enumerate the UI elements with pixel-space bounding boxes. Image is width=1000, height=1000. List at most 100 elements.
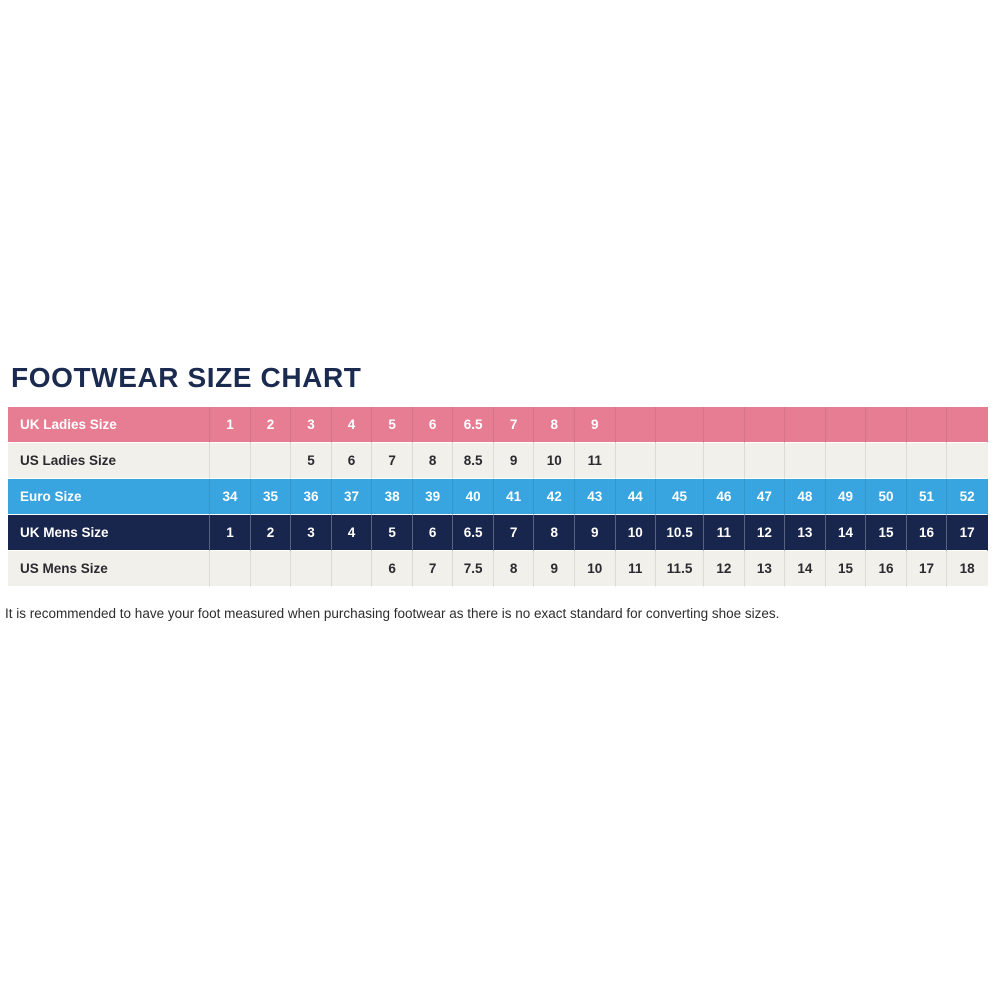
footnote-text: It is recommended to have your foot meas… [5, 606, 780, 621]
size-cell: 11 [615, 551, 657, 587]
size-cell: 6 [331, 443, 373, 479]
size-cell: 12 [744, 515, 786, 551]
size-cell: 48 [785, 479, 826, 515]
size-cell: 12 [704, 551, 745, 587]
size-cell: 42 [534, 479, 575, 515]
size-cell: 3 [291, 407, 332, 443]
size-cell: 13 [785, 515, 826, 551]
size-cell [656, 407, 705, 443]
size-cell: 8 [493, 551, 535, 587]
size-cell [866, 443, 907, 479]
row-label: UK Ladies Size [8, 407, 211, 443]
size-cell [250, 551, 292, 587]
size-cell: 7 [493, 407, 535, 443]
size-cell: 11 [704, 515, 745, 551]
size-cell: 35 [250, 479, 292, 515]
size-cell [866, 407, 907, 443]
size-cell: 14 [785, 551, 826, 587]
size-cell: 7 [372, 443, 413, 479]
size-cell: 44 [615, 479, 657, 515]
size-cell: 39 [412, 479, 454, 515]
size-cell: 47 [744, 479, 786, 515]
size-cell [615, 407, 657, 443]
size-cell: 2 [250, 407, 292, 443]
size-cell: 17 [906, 551, 948, 587]
row-label: US Mens Size [8, 551, 211, 587]
size-cell: 5 [372, 407, 413, 443]
size-cell: 6 [372, 551, 413, 587]
size-cell: 15 [825, 551, 867, 587]
size-cell: 6 [412, 515, 454, 551]
table-row: UK Ladies Size 1 2 3 4 5 6 6.5 7 8 9 [8, 407, 988, 443]
size-cell: 9 [574, 515, 616, 551]
size-cell: 1 [210, 515, 251, 551]
size-table: UK Ladies Size 1 2 3 4 5 6 6.5 7 8 9 US Ladies Size… [8, 407, 988, 587]
table-row: UK Mens Size 1 2 3 4 5 6 6.5 7 8 9 10 10.5 11 12 13 14 15… [8, 515, 988, 551]
row-label: US Ladies Size [8, 443, 211, 479]
size-cell: 16 [906, 515, 948, 551]
row-label: Euro Size [8, 479, 211, 515]
size-cell [704, 407, 745, 443]
size-cell [704, 443, 745, 479]
size-cell: 34 [210, 479, 251, 515]
size-cell [947, 443, 988, 479]
size-cell: 7.5 [453, 551, 494, 587]
size-cell: 46 [704, 479, 745, 515]
size-cell [615, 443, 657, 479]
size-cell: 10.5 [656, 515, 705, 551]
size-cell: 1 [210, 407, 251, 443]
size-cell: 10 [534, 443, 575, 479]
size-cell [825, 443, 867, 479]
size-cell: 7 [493, 515, 535, 551]
size-cell [825, 407, 867, 443]
size-cell [947, 407, 988, 443]
size-cell: 9 [493, 443, 535, 479]
size-cell [785, 443, 826, 479]
size-cell: 15 [866, 515, 907, 551]
size-cell [744, 407, 786, 443]
size-cell: 6.5 [453, 407, 494, 443]
size-cell: 8.5 [453, 443, 494, 479]
size-cell [656, 443, 705, 479]
size-cell: 2 [250, 515, 292, 551]
size-cell: 17 [947, 515, 988, 551]
size-cell [291, 551, 332, 587]
size-cell: 16 [866, 551, 907, 587]
size-cell [906, 443, 948, 479]
size-cell [744, 443, 786, 479]
size-cell [210, 551, 251, 587]
size-cell: 37 [331, 479, 373, 515]
table-row: US Ladies Size 5 6 7 8 8.5 9 10 11 [8, 443, 988, 479]
size-cell: 8 [412, 443, 454, 479]
table-row: US Mens Size 6 7 7.5 8 9 10 11 11.5 12 13 14 15 16 17 1… [8, 551, 988, 587]
size-cell: 11 [574, 443, 616, 479]
size-cell: 8 [534, 407, 575, 443]
size-cell: 13 [744, 551, 786, 587]
size-cell [906, 407, 948, 443]
size-cell: 8 [534, 515, 575, 551]
size-cell: 40 [453, 479, 494, 515]
row-label: UK Mens Size [8, 515, 211, 551]
size-cell: 52 [947, 479, 988, 515]
size-cell: 6 [412, 407, 454, 443]
size-cell: 14 [825, 515, 867, 551]
page-title: FOOTWEAR SIZE CHART [11, 362, 362, 393]
size-cell: 36 [291, 479, 332, 515]
size-cell: 5 [372, 515, 413, 551]
size-cell: 11.5 [656, 551, 705, 587]
size-cell: 10 [574, 551, 616, 587]
size-cell: 5 [291, 443, 332, 479]
size-cell: 10 [615, 515, 657, 551]
size-cell: 38 [372, 479, 413, 515]
size-cell: 51 [906, 479, 948, 515]
size-cell: 18 [947, 551, 988, 587]
size-cell: 43 [574, 479, 616, 515]
size-table-body: UK Ladies Size 1 2 3 4 5 6 6.5 7 8 9 US Ladies Size… [8, 407, 988, 587]
size-cell: 4 [331, 515, 373, 551]
size-cell: 9 [574, 407, 616, 443]
size-cell: 50 [866, 479, 907, 515]
size-cell [331, 551, 373, 587]
size-cell: 41 [493, 479, 535, 515]
size-cell: 45 [656, 479, 705, 515]
